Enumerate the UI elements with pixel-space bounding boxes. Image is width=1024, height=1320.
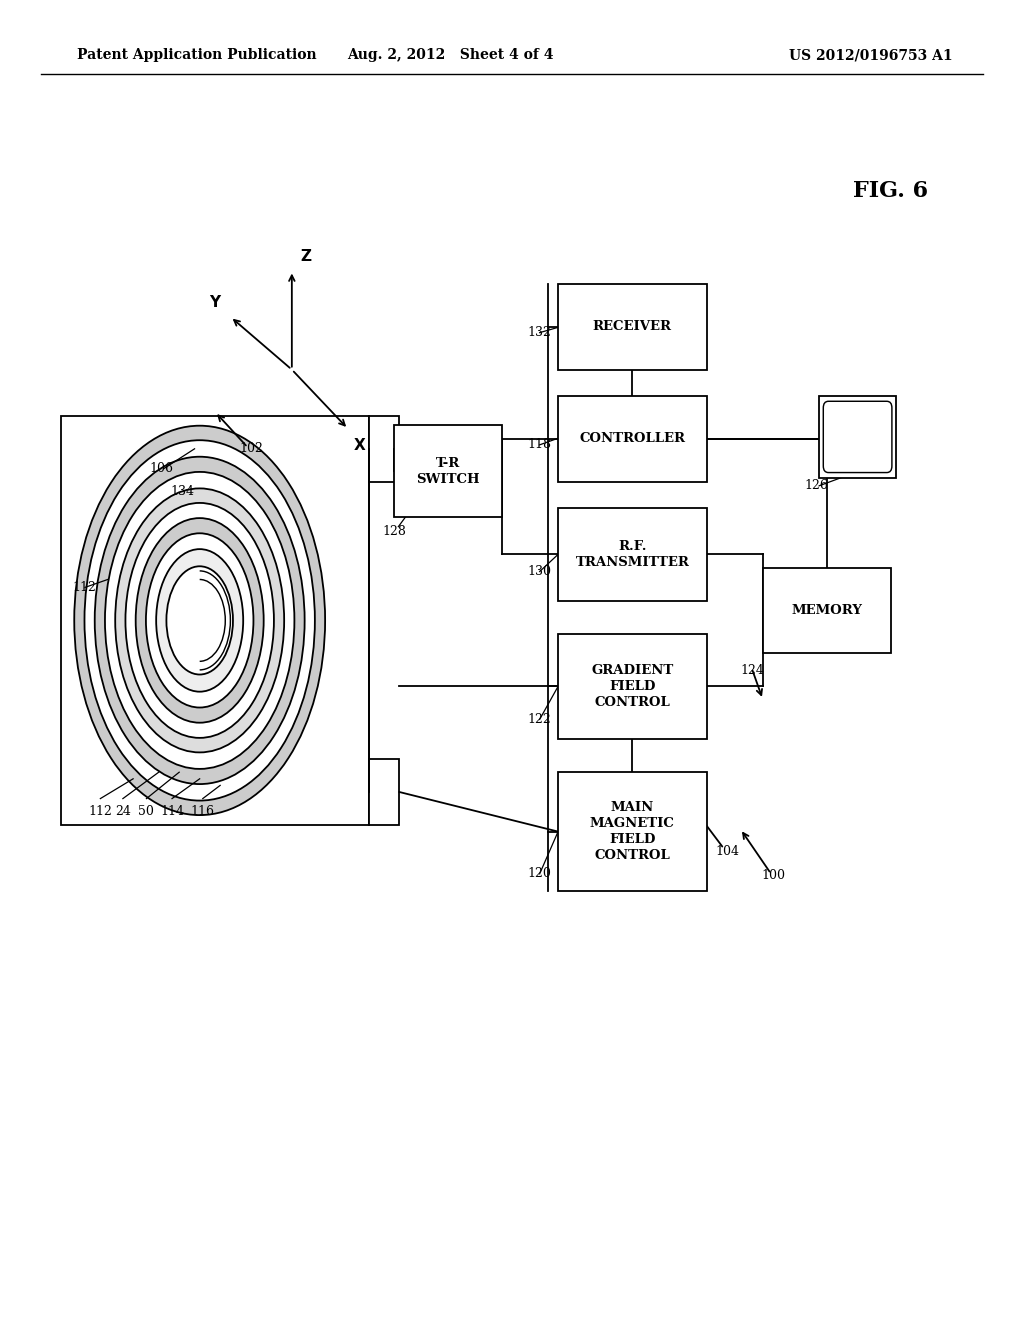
Bar	[369, 416, 399, 482]
Bar	[558, 634, 707, 739]
Text: 114: 114	[160, 805, 184, 818]
Text: X: X	[353, 438, 365, 453]
Ellipse shape	[166, 566, 233, 675]
Text: 50: 50	[138, 805, 155, 818]
Text: 134: 134	[170, 484, 195, 498]
Text: 106: 106	[150, 462, 174, 475]
Text: 24: 24	[115, 805, 131, 818]
Ellipse shape	[146, 533, 254, 708]
FancyBboxPatch shape	[823, 401, 892, 473]
Text: 130: 130	[527, 565, 552, 578]
Bar	[763, 568, 891, 653]
Text: 100: 100	[761, 869, 785, 882]
Text: RECEIVER: RECEIVER	[593, 321, 672, 333]
Text: 126: 126	[804, 479, 828, 492]
Text: 132: 132	[527, 326, 552, 339]
Text: 118: 118	[527, 438, 552, 451]
Bar	[558, 396, 707, 482]
Ellipse shape	[115, 488, 285, 752]
Ellipse shape	[84, 441, 315, 800]
Ellipse shape	[135, 519, 264, 722]
Text: 102: 102	[239, 442, 263, 455]
Text: Aug. 2, 2012   Sheet 4 of 4: Aug. 2, 2012 Sheet 4 of 4	[347, 49, 554, 62]
Bar	[558, 508, 707, 601]
Text: Patent Application Publication: Patent Application Publication	[77, 49, 316, 62]
Bar	[558, 772, 707, 891]
Text: 112: 112	[88, 805, 113, 818]
Text: 124: 124	[740, 664, 765, 677]
Text: MEMORY: MEMORY	[792, 605, 862, 616]
Ellipse shape	[125, 503, 274, 738]
Text: 128: 128	[382, 525, 407, 539]
Text: 112: 112	[72, 581, 96, 594]
Text: Y: Y	[209, 296, 220, 310]
Text: 120: 120	[527, 867, 552, 880]
Bar	[819, 396, 896, 478]
Text: GRADIENT
FIELD
CONTROL: GRADIENT FIELD CONTROL	[591, 664, 674, 709]
Text: 116: 116	[190, 805, 215, 818]
Ellipse shape	[95, 457, 305, 784]
Bar	[558, 284, 707, 370]
Bar	[394, 425, 502, 517]
Bar	[61, 416, 369, 825]
Text: FIG. 6: FIG. 6	[853, 181, 929, 202]
Text: CONTROLLER: CONTROLLER	[580, 433, 685, 445]
Text: 104: 104	[715, 845, 739, 858]
Ellipse shape	[105, 471, 295, 768]
Ellipse shape	[156, 549, 244, 692]
Text: MAIN
MAGNETIC
FIELD
CONTROL: MAIN MAGNETIC FIELD CONTROL	[590, 801, 675, 862]
Bar	[369, 759, 399, 825]
Text: Z: Z	[300, 249, 311, 264]
Text: R.F.
TRANSMITTER: R.F. TRANSMITTER	[575, 540, 689, 569]
Ellipse shape	[75, 425, 326, 814]
Text: T-R
SWITCH: T-R SWITCH	[416, 457, 480, 486]
Text: 122: 122	[527, 713, 552, 726]
Text: US 2012/0196753 A1: US 2012/0196753 A1	[788, 49, 952, 62]
